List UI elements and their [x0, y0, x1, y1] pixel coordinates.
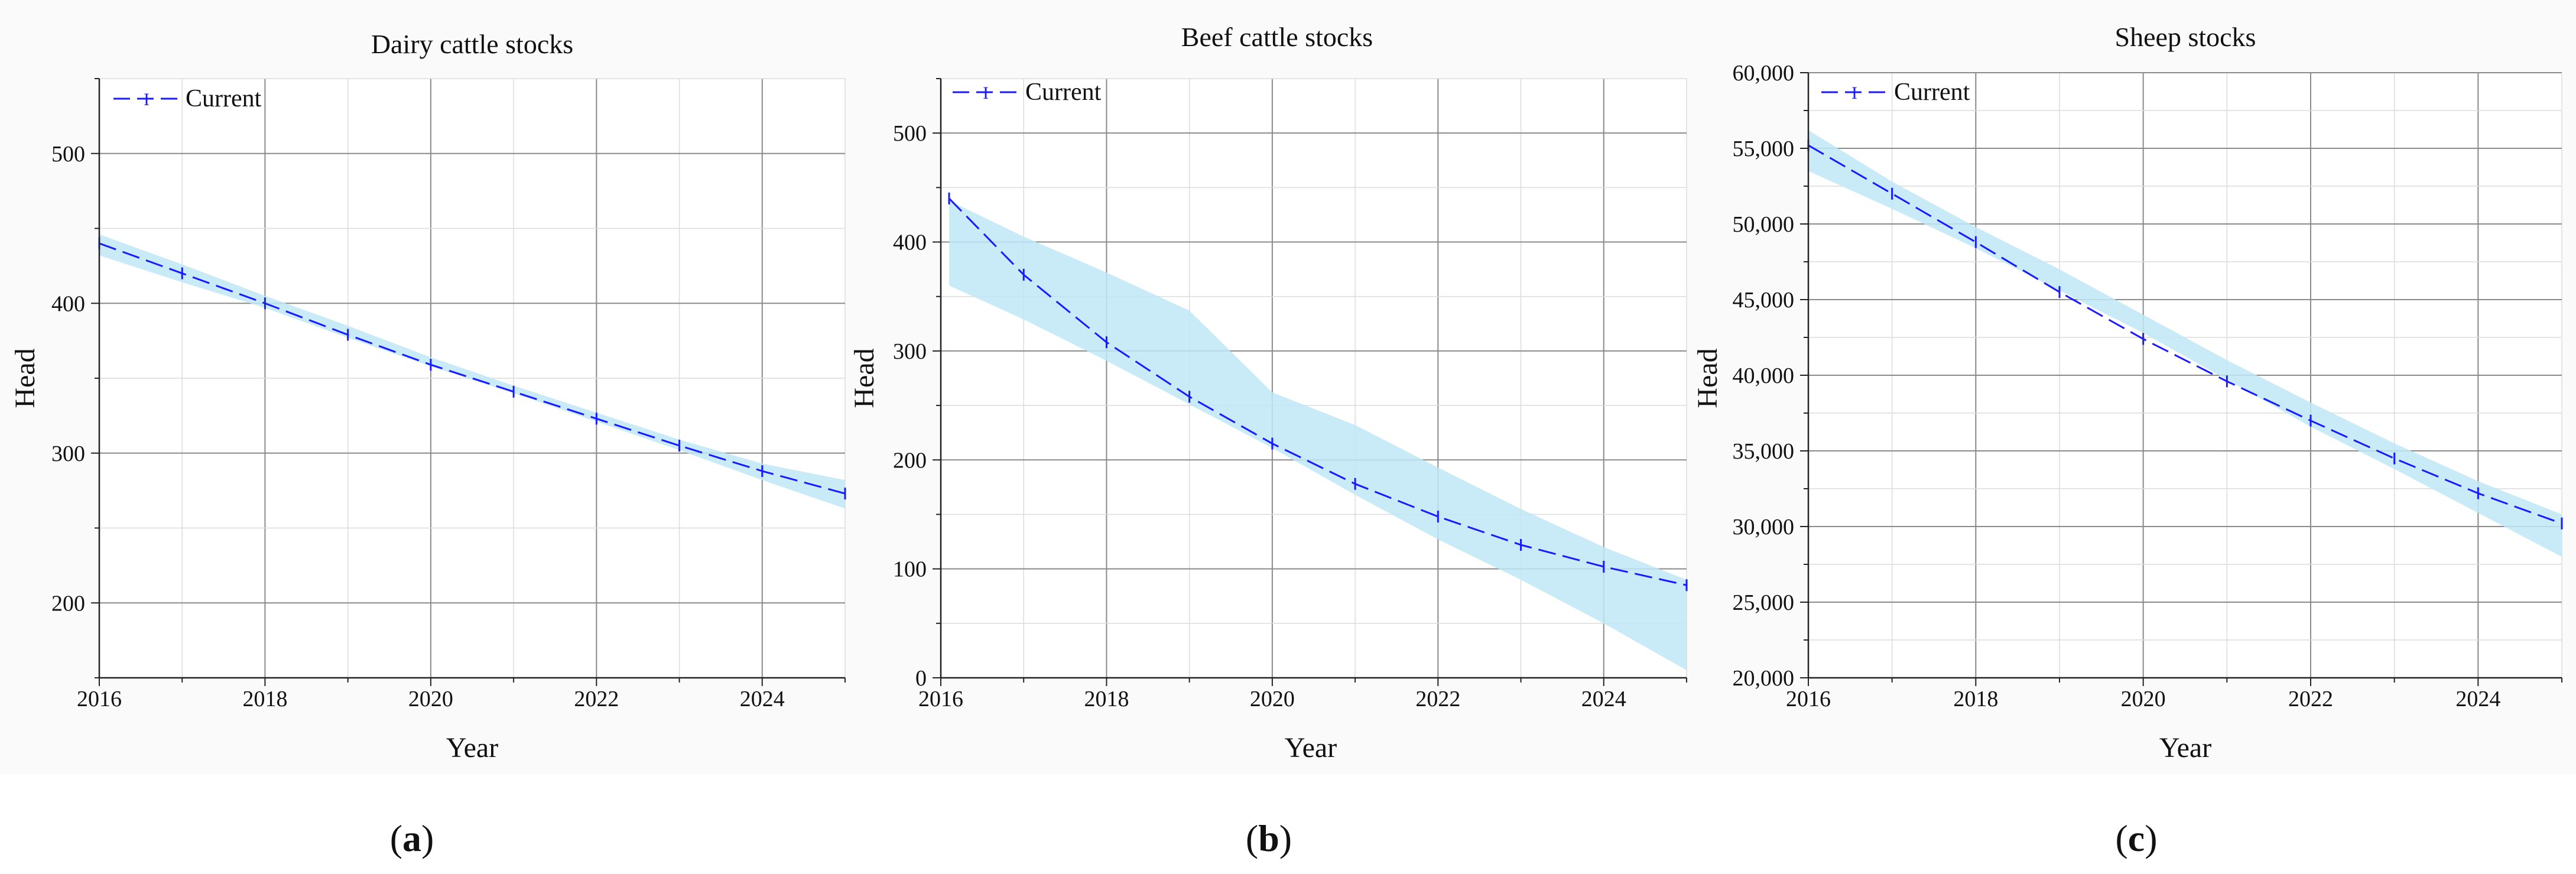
confidence-band	[99, 234, 845, 509]
x-tick-label: 2024	[1581, 687, 1626, 711]
panel-label-b: (b)	[1246, 817, 1292, 859]
x-tick-label: 2016	[918, 687, 963, 711]
y-tick-labels: 200 300 400 500	[51, 142, 85, 616]
legend-marker: I	[1851, 83, 1857, 103]
y-tick-label: 500	[893, 121, 927, 146]
confidence-band	[1808, 130, 2562, 557]
x-tick-label: 2018	[242, 687, 287, 711]
y-axis-label: Head	[849, 348, 880, 408]
chart-sheep: Sheep stocks Year Head 2016 2018 2020 2022 2…	[1692, 0, 2576, 774]
series-markers	[948, 192, 1688, 592]
y-tick-label: 0	[915, 666, 927, 691]
confidence-band-area	[99, 234, 845, 509]
x-tick-label: 2016	[1786, 687, 1831, 711]
series-line	[1808, 144, 2562, 525]
legend-marker: I	[983, 83, 989, 103]
legend: I Current	[113, 85, 262, 112]
chart-dairy-cattle: Dairy cattle stocks Year Head 2016 2018 20…	[0, 0, 857, 774]
y-tick-label: 300	[51, 441, 85, 466]
y-axis-label: Head	[9, 348, 41, 408]
y-tick-label: 35,000	[1733, 439, 1795, 464]
chart-beef-cattle: Beef cattle stocks Year Head 2016 2018 202…	[848, 0, 1705, 774]
x-tick-label: 2022	[574, 687, 619, 711]
chart-title: Beef cattle stocks	[1181, 22, 1373, 52]
y-axis-label: Head	[1692, 348, 1723, 408]
chart-title: Dairy cattle stocks	[371, 29, 573, 59]
x-tick-label: 2018	[1953, 687, 1998, 711]
y-tick-label: 20,000	[1733, 666, 1795, 691]
panel-label-c: (c)	[2115, 817, 2157, 859]
series-line	[948, 197, 1687, 586]
y-tick-label: 25,000	[1733, 590, 1795, 615]
confidence-band	[949, 200, 1687, 671]
x-tick-label: 2024	[2455, 687, 2500, 711]
y-tick-label: 30,000	[1733, 515, 1795, 540]
x-tick-label: 2020	[1250, 687, 1295, 711]
x-tick-label: 2020	[408, 687, 453, 711]
y-tick-label: 300	[893, 339, 927, 364]
confidence-band-area	[949, 200, 1687, 671]
x-tick-label: 2022	[1415, 687, 1460, 711]
y-tick-label: 500	[51, 142, 85, 167]
y-tick-label: 40,000	[1733, 363, 1795, 388]
y-tick-labels: 0 100 200 300 400 500	[893, 121, 927, 691]
chart-title: Sheep stocks	[2115, 22, 2256, 52]
y-tick-label: 60,000	[1733, 61, 1795, 86]
legend-label: Current	[186, 85, 262, 112]
series-line	[99, 242, 846, 495]
axes	[933, 78, 1687, 686]
x-tick-labels: 2016 2018 2020 2022 2024	[1786, 687, 2500, 711]
y-tick-label: 200	[893, 448, 927, 473]
y-tick-label: 55,000	[1733, 137, 1795, 161]
confidence-band-area	[1808, 130, 2562, 557]
x-tick-label: 2024	[740, 687, 785, 711]
line-current	[99, 242, 846, 495]
axes	[1800, 72, 2562, 686]
line-current	[1808, 144, 2562, 525]
legend-label: Current	[1894, 79, 1970, 106]
y-tick-label: 50,000	[1733, 212, 1795, 237]
y-tick-labels: 20,000 25,000 30,000 35,000 40,000 45,000 50,0…	[1733, 61, 1795, 691]
x-tick-labels: 2016 2018 2020 2022 2024	[918, 687, 1626, 711]
x-tick-label: 2022	[2288, 687, 2333, 711]
axes	[91, 78, 846, 686]
y-tick-label: 400	[893, 230, 927, 255]
y-tick-label: 100	[893, 557, 927, 582]
grid	[99, 78, 846, 678]
y-tick-label: 400	[51, 291, 85, 316]
legend-label: Current	[1025, 79, 1102, 106]
x-axis-label: Year	[2159, 732, 2211, 763]
line-current	[948, 197, 1687, 586]
x-tick-label: 2018	[1084, 687, 1129, 711]
x-axis-label: Year	[446, 732, 498, 763]
x-tick-label: 2016	[77, 687, 122, 711]
panel-label-a: (a)	[390, 817, 434, 859]
legend: I Current	[1821, 79, 1970, 106]
x-axis-label: Year	[1285, 732, 1337, 763]
legend: I Current	[953, 79, 1102, 106]
x-tick-labels: 2016 2018 2020 2022 2024	[77, 687, 785, 711]
x-tick-label: 2020	[2121, 687, 2166, 711]
y-tick-label: 200	[51, 591, 85, 616]
y-tick-label: 45,000	[1733, 288, 1795, 313]
legend-marker: I	[144, 90, 150, 109]
